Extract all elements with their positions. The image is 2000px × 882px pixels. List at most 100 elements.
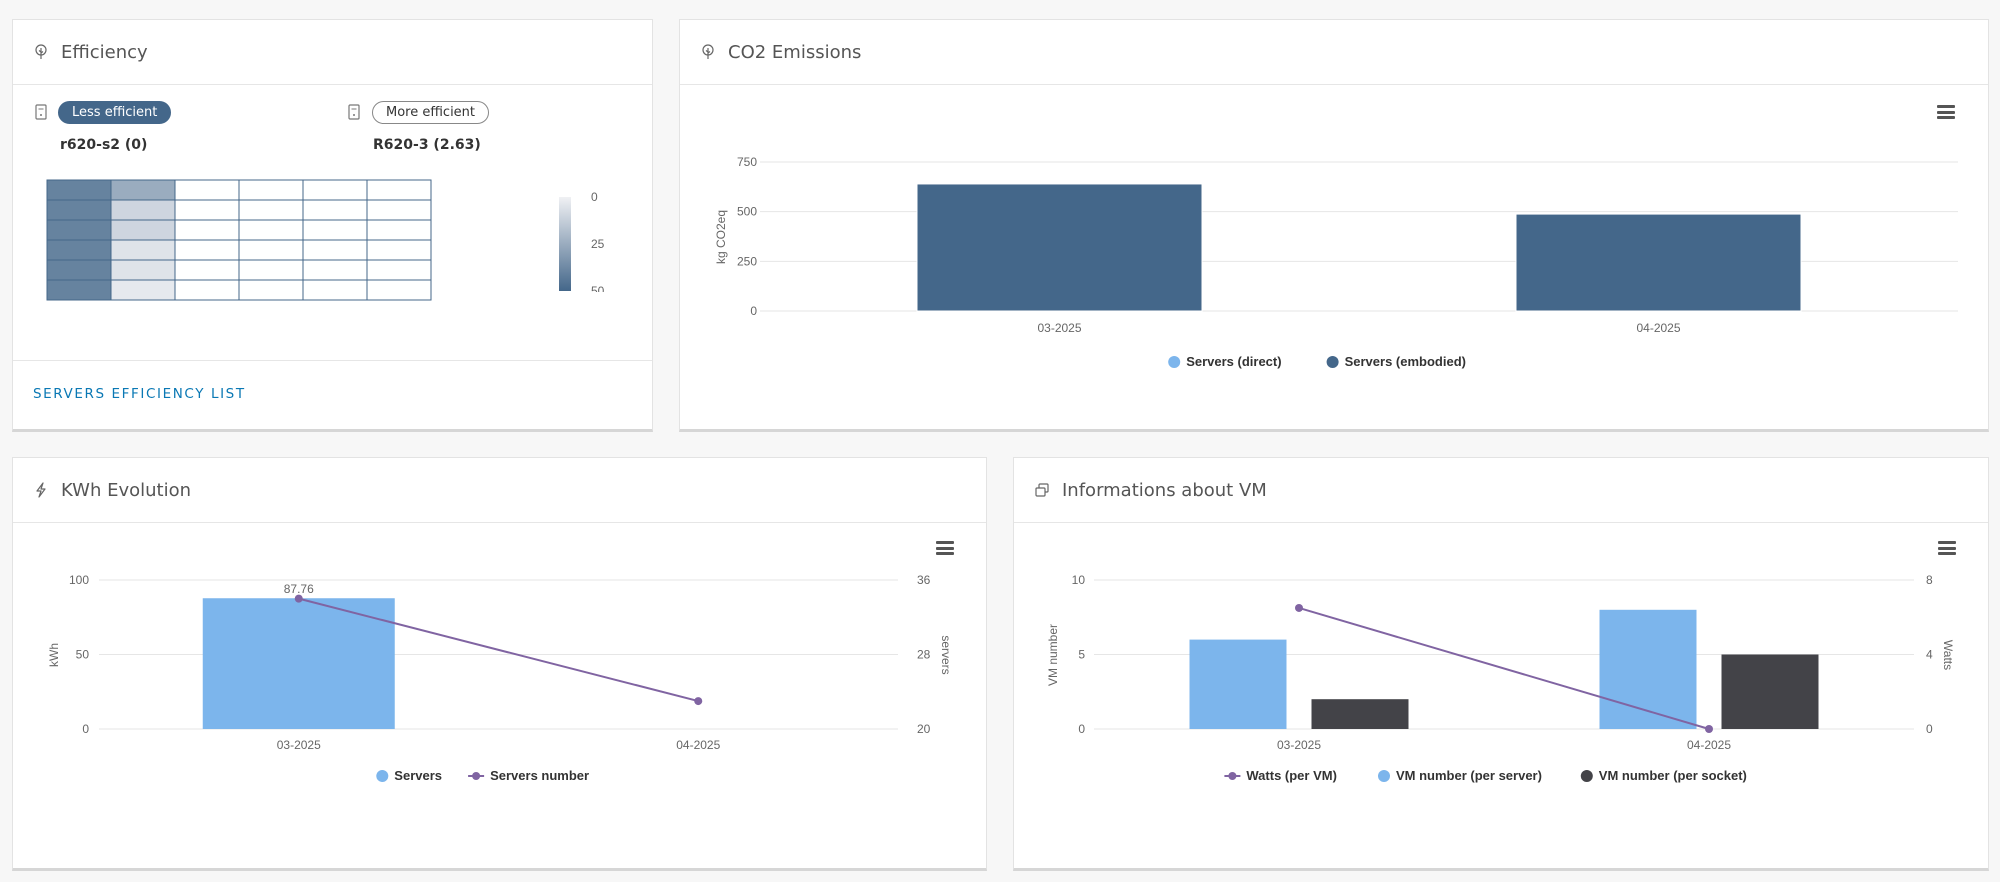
y2-tick-label: 28	[917, 648, 931, 662]
less-efficient-badge: Less efficient	[58, 101, 172, 124]
less-efficient-server: r620-s2 (0)	[60, 137, 148, 153]
heatmap-cell	[366, 279, 432, 301]
heatmap-cell	[174, 179, 240, 201]
heatmap-cell	[110, 199, 176, 221]
heatmap-cell	[110, 239, 176, 261]
legend-label: VM number (per server)	[1396, 768, 1542, 783]
heatmap-cell	[174, 219, 240, 241]
legend-marker	[376, 770, 389, 782]
tree-icon	[35, 44, 47, 59]
heatmap-cell	[302, 239, 368, 261]
data-label: 87.76	[284, 582, 314, 596]
legend-label: Watts (per VM)	[1246, 768, 1337, 783]
y-tick-label: 250	[737, 254, 757, 268]
line-point	[294, 594, 303, 603]
y-axis-label: kg CO2eq	[714, 210, 728, 264]
divider	[13, 360, 652, 361]
y2-tick-label: 20	[917, 722, 931, 736]
kwh-chart: 0 50 100 20 28 36 kWh servers 87.76 03-2025 04-202…	[47, 573, 953, 783]
heatmap-cell	[302, 259, 368, 281]
legend-marker	[1580, 770, 1593, 782]
line-point	[694, 697, 703, 706]
scale-tick: 25	[591, 237, 605, 251]
x-tick-label: 04-2025	[1687, 738, 1731, 752]
heatmap-cell	[110, 259, 176, 281]
x-tick-label: 03-2025	[277, 738, 321, 752]
vm-title: Informations about VM	[1062, 479, 1267, 501]
co2-chart: 0 250 500 750 kg CO2eq 03-2025 04-2025 Servers …	[714, 155, 1958, 369]
heatmap-cell	[302, 279, 368, 301]
legend-label: Servers (direct)	[1186, 354, 1281, 369]
y2-tick-label: 4	[1926, 648, 1933, 662]
bar	[1311, 699, 1409, 729]
heatmap-cell	[302, 199, 368, 221]
y-axis-label: VM number	[1046, 624, 1060, 686]
efficiency-color-scale: 0 25 50	[559, 192, 605, 292]
vm-header: Informations about VM	[1014, 458, 1988, 523]
more-efficient-server: R620-3 (2.63)	[373, 137, 481, 153]
heatmap-cell	[238, 219, 304, 241]
y-tick-label: 500	[737, 205, 757, 219]
heatmap-cell	[174, 279, 240, 301]
heatmap-cell	[366, 239, 432, 261]
tree-icon	[702, 44, 714, 59]
bar	[1515, 213, 1802, 312]
legend-marker	[1378, 770, 1390, 782]
series-line	[298, 597, 699, 703]
kwh-card: KWh Evolution 0 50 100 20 28 36 kWh servers 87.7…	[12, 457, 987, 871]
bar	[916, 183, 1203, 312]
legend-marker	[472, 772, 481, 780]
y-tick-label: 0	[82, 722, 89, 736]
efficiency-title: Efficiency	[61, 41, 148, 63]
heatmap-cell	[238, 259, 304, 281]
chart-menu-icon[interactable]	[1937, 105, 1955, 119]
server-icon	[35, 104, 47, 120]
bar	[1515, 212, 1802, 215]
y-tick-label: 0	[750, 304, 757, 318]
chart-menu-icon[interactable]	[936, 541, 954, 555]
y-tick-label: 5	[1078, 648, 1085, 662]
heatmap-cell	[46, 259, 112, 281]
scale-gradient	[559, 197, 571, 291]
heatmap-cell	[46, 179, 112, 201]
y-tick-label: 10	[1072, 573, 1086, 587]
heatmap-cell	[46, 239, 112, 261]
legend-marker	[1168, 356, 1181, 368]
x-tick-label: 03-2025	[1037, 321, 1081, 335]
x-tick-label: 04-2025	[1636, 321, 1680, 335]
heatmap-cell	[174, 259, 240, 281]
vm-chart: 0 5 10 0 4 8 VM number Watts 03-2025 04-2025 Watts…	[1046, 573, 1955, 783]
bar	[1721, 654, 1819, 729]
x-tick-label: 04-2025	[676, 738, 720, 752]
servers-efficiency-list-link[interactable]: SERVERS EFFICIENCY LIST	[33, 386, 246, 402]
heatmap-cell	[238, 239, 304, 261]
heatmap-cell	[174, 199, 240, 221]
heatmap-cell	[110, 179, 176, 201]
legend-label: Servers number	[490, 768, 589, 783]
bar	[916, 182, 1203, 185]
y2-tick-label: 0	[1926, 722, 1933, 736]
heatmap-cell	[238, 179, 304, 201]
chart-menu-icon[interactable]	[1938, 541, 1956, 555]
heatmap-cell	[46, 279, 112, 301]
y-tick-label: 50	[76, 648, 90, 662]
vm-card: Informations about VM 0 5 10 0 4 8 VM number Wa…	[1013, 457, 1989, 871]
series-line	[1298, 606, 1710, 730]
bar	[202, 598, 395, 729]
heatmap-cell	[110, 219, 176, 241]
y2-tick-label: 36	[917, 573, 931, 587]
y-tick-label: 750	[737, 155, 757, 169]
bar	[1189, 639, 1287, 729]
heatmap-cell	[366, 199, 432, 221]
heatmap-cell	[238, 279, 304, 301]
bar	[1599, 609, 1697, 729]
scale-tick: 0	[591, 192, 598, 204]
heatmap-cell	[302, 179, 368, 201]
legend-label: VM number (per socket)	[1599, 768, 1747, 783]
more-efficient-badge: More efficient	[372, 101, 490, 124]
co2-header: CO2 Emissions	[680, 20, 1988, 85]
co2-title: CO2 Emissions	[728, 41, 862, 63]
lightning-icon	[36, 482, 46, 498]
y2-axis-label: Watts	[1941, 640, 1955, 670]
kwh-title: KWh Evolution	[61, 479, 192, 501]
